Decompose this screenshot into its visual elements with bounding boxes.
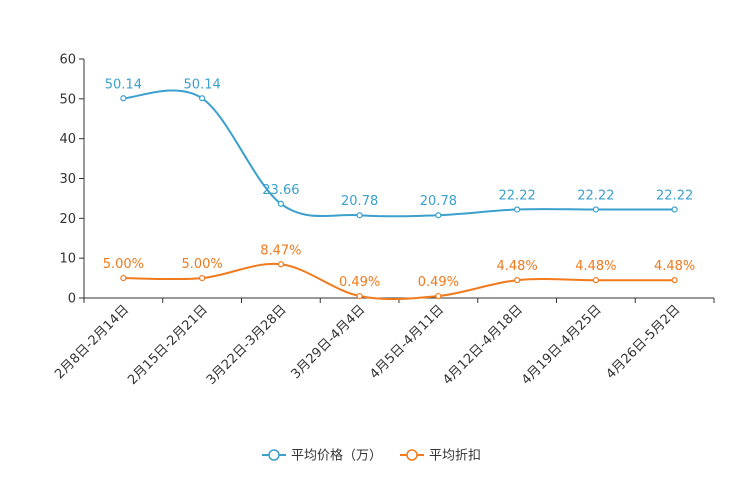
y-tick-label: 10 [59, 252, 76, 267]
data-label: 5.00% [181, 257, 222, 272]
data-point[interactable] [356, 212, 363, 219]
x-category-label: 4月12日-4月18日 [440, 302, 526, 388]
data-label: 50.14 [184, 77, 221, 92]
data-label: 8.47% [260, 243, 301, 258]
data-label: 5.00% [103, 257, 144, 272]
x-category-label: 4月19日-4月25日 [519, 302, 605, 388]
x-category-label: 3月29日-4月4日 [289, 302, 369, 382]
legend-item-1[interactable]: 平均折扣 [400, 449, 481, 464]
data-label: 0.49% [339, 275, 380, 290]
y-tick-label: 0 [68, 292, 76, 307]
x-category-label: 2月8日-2月14日 [52, 302, 132, 382]
data-point[interactable] [277, 261, 284, 268]
legend-label: 平均折扣 [429, 449, 481, 464]
axes: 0 10 20 30 40 50 60 2月8日-2月14日2月15日-2月21日3月22日-… [52, 53, 715, 388]
data-label: 4.48% [575, 259, 616, 274]
legend-marker [268, 449, 280, 461]
data-point[interactable] [435, 212, 442, 219]
y-tick-label: 20 [59, 212, 76, 227]
y-tick-label: 50 [59, 92, 76, 107]
data-label: 22.22 [656, 188, 693, 203]
series-line [123, 262, 675, 301]
data-point[interactable] [277, 200, 284, 207]
series-1: 5.00% 5.00% 8.47% 0.49% 0.49% 4.48% 4.48% 4.48% [103, 243, 695, 301]
series-layer: 50.14 50.14 23.66 20.78 20.78 22.22 22.22 22.22… [103, 77, 695, 301]
data-label: 20.78 [341, 194, 378, 209]
data-point[interactable] [671, 277, 678, 284]
data-label: 22.22 [499, 188, 536, 203]
data-point[interactable] [514, 277, 521, 284]
y-tick-label: 40 [59, 132, 76, 147]
data-point[interactable] [671, 206, 678, 213]
data-point[interactable] [120, 274, 127, 282]
legend[interactable]: 平均价格（万） 平均折扣 [262, 448, 481, 464]
data-point[interactable] [199, 274, 206, 282]
series-0: 50.14 50.14 23.66 20.78 20.78 22.22 22.22 22.22 [105, 77, 693, 219]
data-point[interactable] [592, 277, 599, 284]
data-label: 0.49% [418, 275, 459, 290]
data-label: 4.48% [654, 259, 695, 274]
data-label: 50.14 [105, 77, 142, 92]
x-category-label: 3月22日-3月28日 [204, 302, 290, 388]
data-point[interactable] [435, 292, 442, 300]
data-point[interactable] [592, 206, 599, 213]
x-category-label: 4月5日-4月11日 [367, 302, 447, 382]
y-tick-label: 60 [59, 53, 76, 68]
x-category-label: 2月15日-2月21日 [125, 302, 211, 388]
data-point[interactable] [514, 206, 521, 213]
data-label: 23.66 [262, 183, 299, 198]
data-point[interactable] [356, 292, 363, 300]
data-point[interactable] [120, 95, 127, 102]
data-label: 20.78 [420, 194, 457, 209]
x-category-label: 4月26日-5月2日 [604, 302, 684, 382]
legend-item-0[interactable]: 平均价格（万） [262, 448, 382, 464]
data-label: 4.48% [496, 259, 537, 274]
data-point[interactable] [199, 95, 206, 102]
y-tick-label: 30 [59, 172, 76, 187]
legend-label: 平均价格（万） [291, 448, 382, 464]
legend-marker [406, 449, 418, 461]
data-label: 22.22 [577, 188, 614, 203]
series-line [123, 89, 675, 218]
